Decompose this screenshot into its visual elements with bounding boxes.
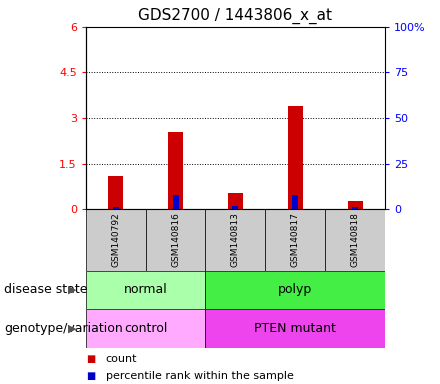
Text: GSM140817: GSM140817 [291,213,300,267]
Bar [352,207,358,209]
Bar [113,207,119,209]
Bar [348,201,363,209]
Text: control: control [124,322,167,335]
Bar [168,132,183,209]
Text: ■: ■ [86,371,95,381]
Bar [146,209,205,271]
Text: ▶: ▶ [68,323,77,333]
Bar [205,309,385,348]
Bar [205,271,385,309]
Bar [86,271,205,309]
Text: GSM140818: GSM140818 [351,213,359,267]
Bar [205,209,265,271]
Bar [86,209,146,271]
Text: GSM140792: GSM140792 [111,213,120,267]
Text: PTEN mutant: PTEN mutant [254,322,336,335]
Text: polyp: polyp [278,283,312,296]
Text: percentile rank within the sample: percentile rank within the sample [106,371,293,381]
Bar [288,106,303,209]
Bar [292,195,298,209]
Title: GDS2700 / 1443806_x_at: GDS2700 / 1443806_x_at [139,8,332,24]
Bar [108,176,123,209]
Text: genotype/variation: genotype/variation [4,322,123,335]
Text: normal: normal [124,283,168,296]
Bar [265,209,325,271]
Bar [172,195,179,209]
Text: disease state: disease state [4,283,88,296]
Bar [228,192,243,209]
Text: count: count [106,354,137,364]
Bar [325,209,385,271]
Bar [86,309,205,348]
Text: GSM140813: GSM140813 [231,213,240,267]
Bar [232,206,238,209]
Text: ▶: ▶ [68,285,77,295]
Text: GSM140816: GSM140816 [171,213,180,267]
Text: ■: ■ [86,354,95,364]
